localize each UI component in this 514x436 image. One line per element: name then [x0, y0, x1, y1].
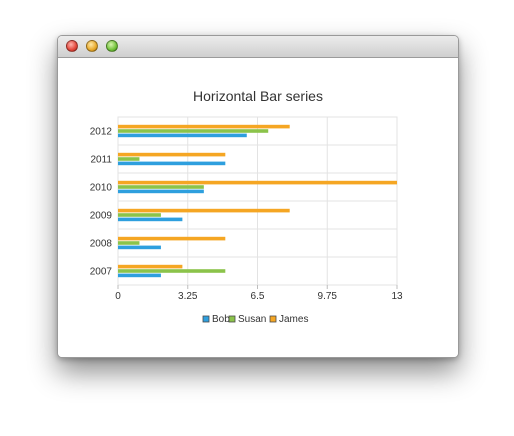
- bar-susan-2007: [118, 269, 226, 273]
- x-axis-ticks: 0 3.25 6.5 9.75 13: [115, 291, 403, 302]
- bar-bob-2009: [118, 217, 183, 222]
- x-tick-label: 13: [391, 291, 403, 302]
- bar-bob-2008: [118, 245, 161, 250]
- y-tick-label: 2011: [90, 155, 112, 166]
- app-window: Horizontal Bar series 2007 2008 2009 2010 20…: [57, 35, 459, 358]
- y-tick-label: 2007: [90, 267, 113, 278]
- bar-susan-2009: [118, 213, 161, 217]
- title-bar[interactable]: [58, 36, 458, 58]
- chart-legend: Bob Susan James: [202, 314, 308, 325]
- legend-label-bob: Bob: [212, 314, 230, 325]
- legend-swatch-bob: [202, 315, 210, 323]
- bar-bob-2012: [118, 133, 247, 138]
- bar-james-2010: [118, 180, 397, 185]
- legend-swatch-susan: [228, 315, 236, 323]
- y-tick-label: 2009: [90, 211, 113, 222]
- bar-bob-2007: [118, 273, 161, 278]
- y-tick-label: 2008: [90, 239, 113, 250]
- y-tick-label: 2012: [90, 127, 113, 138]
- bar-bob-2011: [118, 161, 226, 166]
- x-tick-label: 9.75: [318, 291, 338, 302]
- x-tick-label: 0: [115, 291, 121, 302]
- bar-susan-2012: [118, 129, 269, 133]
- legend-label-susan: Susan: [238, 314, 266, 325]
- x-tick-label: 6.5: [251, 291, 265, 302]
- horizontal-bar-chart: Horizontal Bar series 200720082009201020…: [90, 88, 403, 325]
- bar-james-2011: [118, 152, 226, 157]
- chart-view: Horizontal Bar series 2007 2008 2009 2010 20…: [58, 58, 458, 357]
- bar-james-2008: [118, 236, 226, 241]
- minimize-window-button[interactable]: [86, 40, 98, 52]
- chart-title: Horizontal Bar series: [193, 88, 323, 104]
- bar-susan-2008: [118, 241, 140, 245]
- bar-james-2009: [118, 208, 290, 213]
- y-axis-ticks: 2007 2008 2009 2010 2011 2012: [90, 127, 113, 278]
- bar-james-2007: [118, 264, 183, 269]
- bar-bob-2010: [118, 189, 204, 194]
- x-tick-label: 3.25: [178, 291, 198, 302]
- bar-susan-2010: [118, 185, 204, 189]
- legend-label-james: James: [279, 314, 308, 325]
- chart-grid: [117, 116, 398, 289]
- bar-susan-2011: [118, 157, 140, 161]
- chart-bars: [118, 124, 397, 278]
- legend-swatch-james: [269, 315, 277, 323]
- bar-james-2012: [118, 124, 290, 129]
- zoom-window-button[interactable]: [106, 40, 118, 52]
- y-tick-label: 2010: [90, 183, 113, 194]
- close-window-button[interactable]: [66, 40, 78, 52]
